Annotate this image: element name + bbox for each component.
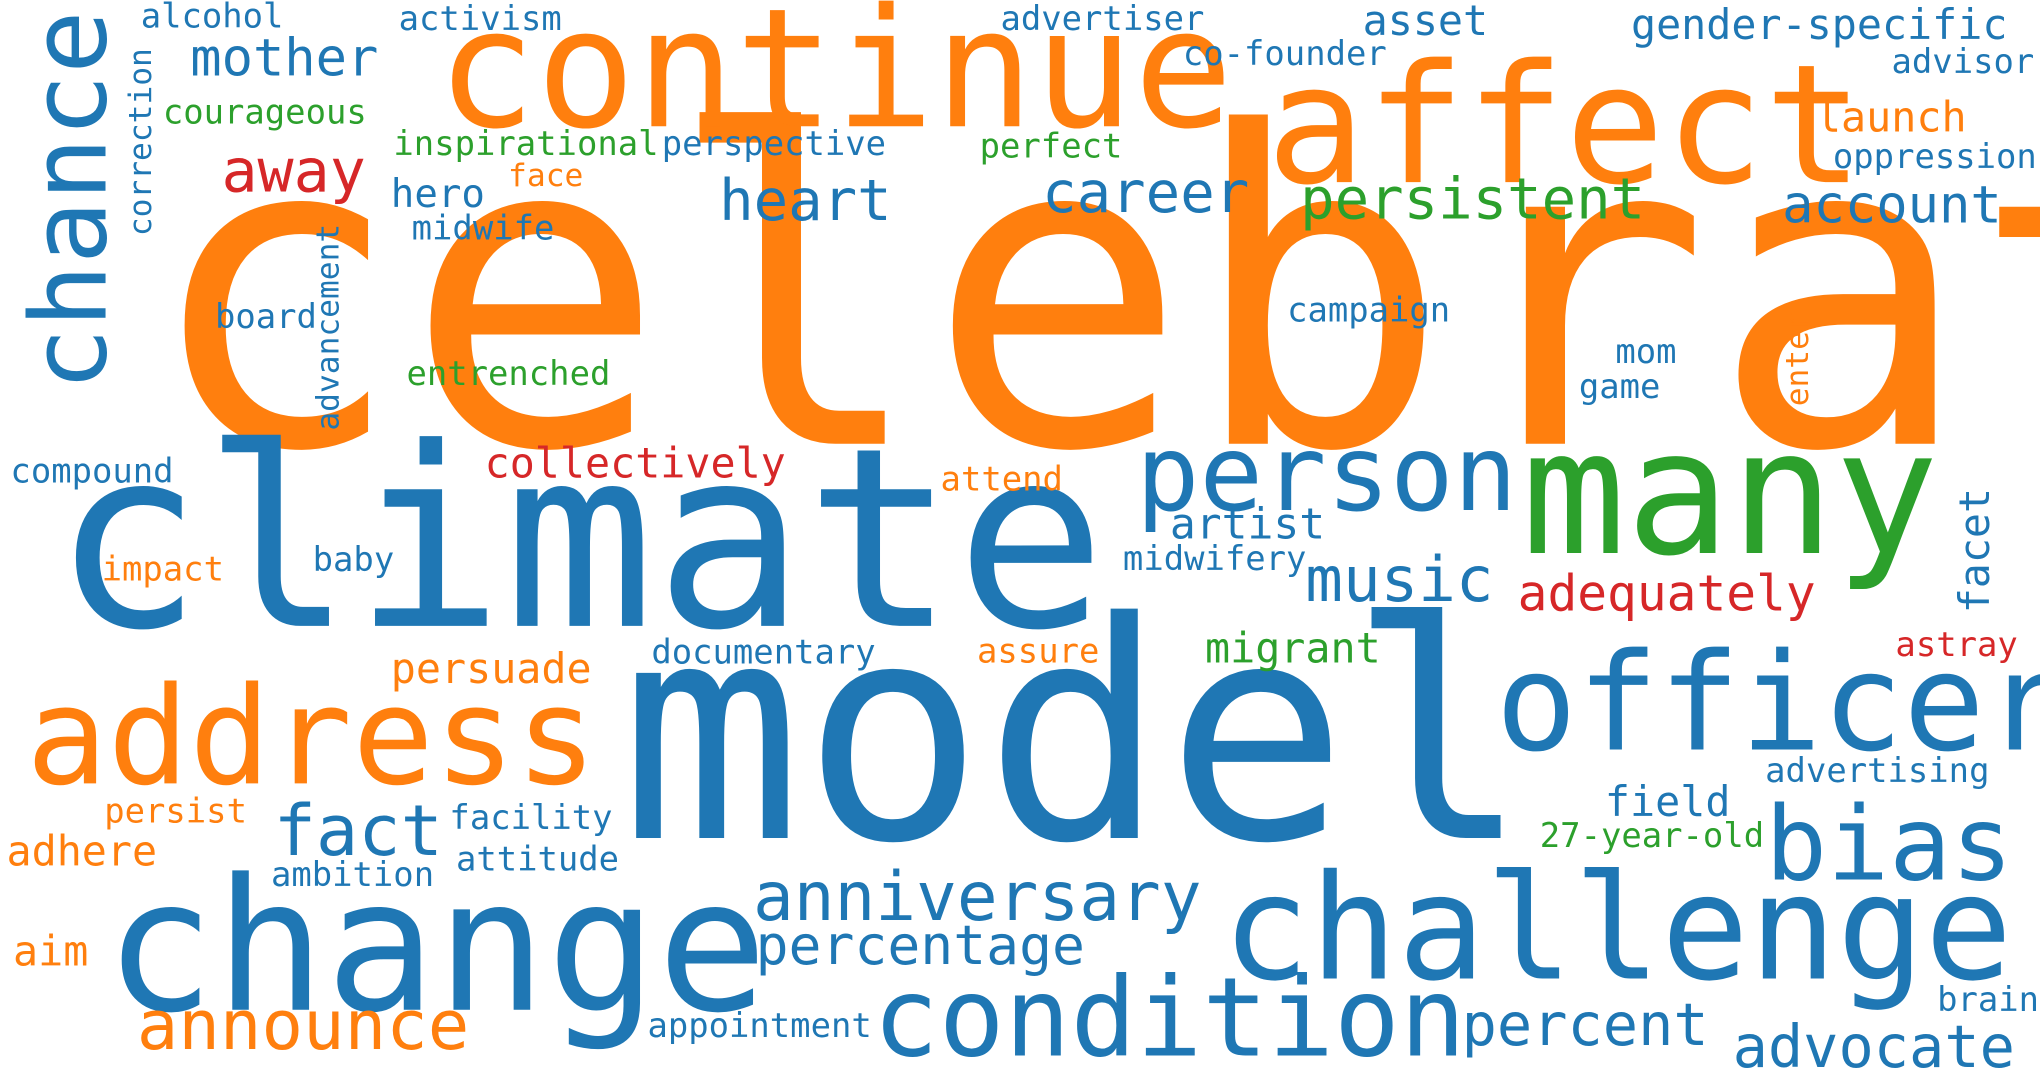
word-alcohol: alcohol — [140, 0, 284, 37]
word-adequately: adequately — [1517, 564, 1816, 622]
word-co-founder: co-founder — [1182, 35, 1387, 75]
word-asset: asset — [1362, 0, 1489, 46]
word-challenge: challenge — [1221, 844, 2013, 1014]
word-hero: hero — [390, 171, 485, 218]
word-activism: activism — [398, 0, 562, 40]
word-astray: astray — [1895, 625, 2018, 665]
word-persuade: persuade — [390, 644, 592, 694]
word-chance: chance — [9, 10, 132, 392]
word-announce: announce — [136, 986, 470, 1066]
word-campaign: campaign — [1287, 291, 1451, 331]
word-midwife: midwife — [411, 209, 555, 249]
word-inspirational: inspirational — [393, 124, 659, 164]
word-percent: percent — [1461, 990, 1709, 1060]
word-percentage: percentage — [755, 913, 1085, 978]
word-enter: enter — [1779, 312, 1816, 407]
word-mother: mother — [190, 28, 379, 89]
word-gender-specific: gender-specific — [1630, 0, 2008, 50]
word-midwifery: midwifery — [1122, 539, 1307, 580]
word-appointment: appointment — [647, 1007, 872, 1047]
word-impact: impact — [101, 550, 224, 590]
word-advancement: advancement — [310, 223, 347, 431]
word-game: game — [1578, 368, 1661, 408]
word-away: away — [221, 135, 366, 206]
word-facility: facility — [449, 798, 613, 838]
word-courageous: courageous — [162, 93, 367, 133]
word-documentary: documentary — [651, 633, 876, 673]
word-person: person — [1135, 413, 1518, 537]
word-advisor: advisor — [1891, 42, 2035, 82]
word-advocate: advocate — [1732, 1012, 2015, 1081]
word-perspective: perspective — [661, 124, 887, 164]
word-launch: launch — [1815, 92, 1967, 142]
word-music: music — [1305, 543, 1494, 617]
word-correction: correction — [122, 48, 159, 237]
word-baby: baby — [312, 541, 395, 581]
word-fact: fact — [273, 789, 443, 872]
word-anniversary: anniversary — [752, 858, 1202, 937]
word-bias: bias — [1765, 784, 2013, 905]
word-change: change — [104, 840, 768, 1054]
word-artist: artist — [1169, 498, 1326, 550]
word-board: board — [214, 297, 317, 338]
word-mom: mom — [1615, 333, 1677, 373]
word-attitude: attitude — [455, 840, 620, 880]
word-oppression: oppression — [1832, 137, 2037, 177]
word-celebrate: celebrate — [143, 41, 2040, 547]
word-entrenched: entrenched — [406, 355, 611, 395]
word-perfect: perfect — [979, 127, 1123, 167]
word-persistent: persistent — [1300, 166, 1646, 233]
word-address: address — [26, 657, 598, 816]
word-career: career — [1042, 160, 1250, 227]
word-migrant: migrant — [1204, 623, 1381, 673]
word-collectively: collectively — [484, 438, 786, 488]
word-affect: affect — [1266, 28, 1864, 222]
word-climate: climate — [52, 395, 1107, 686]
word-ambition: ambition — [270, 856, 435, 896]
word-assure: assure — [977, 632, 1100, 672]
word-officer: officer — [1495, 623, 2040, 783]
word-brain: brain — [1937, 981, 2040, 1021]
word-many: many — [1521, 394, 1939, 595]
word-face: face — [508, 157, 584, 194]
word-advertiser: advertiser — [1000, 0, 1205, 40]
word-aim: aim — [13, 926, 89, 976]
word-account: account — [1782, 175, 2002, 236]
word-compound: compound — [10, 452, 174, 492]
word-model: model — [620, 558, 1530, 910]
word-field: field — [1604, 776, 1731, 827]
word-facet: facet — [1950, 487, 2000, 614]
word-attend: attend — [940, 460, 1063, 500]
word-27-year-old: 27-year-old — [1539, 817, 1765, 857]
word-persist: persist — [104, 792, 247, 832]
word-adhere: adhere — [6, 826, 158, 876]
word-heart: heart — [719, 167, 892, 235]
word-advertising: advertising — [1765, 752, 1990, 792]
word-condition: condition — [872, 953, 1466, 1081]
word-continue: continue — [436, 0, 1234, 166]
